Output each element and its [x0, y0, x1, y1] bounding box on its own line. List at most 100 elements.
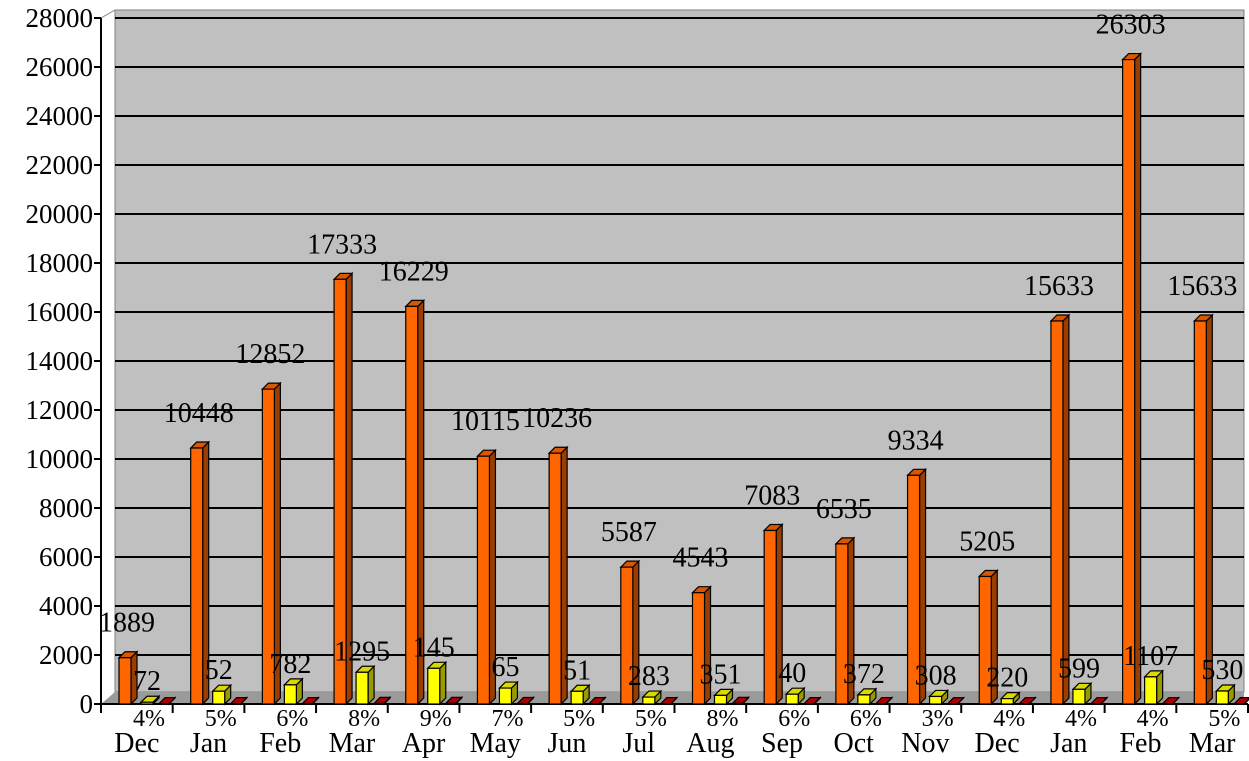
x-category-label: Jan [1050, 728, 1087, 759]
value-label-series2: 1295 [334, 636, 390, 667]
bar-series1-front [190, 447, 204, 705]
bar-series1-front [405, 305, 419, 705]
bar-series1-front [1122, 58, 1136, 705]
bar-series2 [426, 660, 448, 706]
y-tick-label: 6000 [39, 542, 93, 572]
bar-series3-front [731, 702, 744, 705]
value-label-series1: 10236 [522, 403, 592, 434]
bar-series2 [354, 664, 376, 706]
bar-series2-front [1144, 676, 1158, 705]
bars [117, 52, 1249, 706]
bar-series3 [157, 696, 177, 706]
value-label-series2: 65 [491, 652, 519, 683]
y-tick-label: 26000 [26, 52, 94, 82]
x-category-label: Feb [1119, 728, 1161, 759]
bar-series2 [1071, 681, 1093, 706]
value-label-series2: 351 [700, 659, 742, 690]
bar-series1 [547, 445, 569, 706]
bar-series2-front [1000, 698, 1014, 705]
value-label-series2: 782 [269, 649, 311, 680]
value-label-series2: 145 [413, 632, 455, 663]
bar-series3 [874, 696, 894, 706]
value-label-series2: 51 [563, 655, 591, 686]
bar-series1 [1049, 313, 1071, 706]
bar-series3 [1161, 696, 1181, 706]
bar-series2 [999, 691, 1021, 706]
value-label-series2: 283 [628, 661, 670, 692]
x-category-label: Mar [1189, 728, 1236, 759]
y-tick-label: 10000 [26, 444, 94, 474]
bar-series2 [641, 689, 663, 706]
percent-label: 5% [635, 706, 667, 732]
bar-series2 [211, 683, 233, 706]
x-category-label: Oct [834, 728, 875, 759]
bar-series3 [946, 696, 966, 706]
x-category-label: Dec [114, 728, 159, 759]
value-label-series1: 15633 [1167, 271, 1237, 302]
y-tick-label: 0 [80, 689, 94, 719]
x-category-label: Mar [329, 728, 376, 759]
value-label-series1: 10448 [164, 398, 234, 429]
percent-label: 5% [1208, 706, 1240, 732]
bar-series2-front [283, 684, 297, 705]
y-tick-label: 22000 [26, 150, 94, 180]
bar-series3 [731, 695, 750, 706]
bar-series3-front [445, 702, 457, 705]
bar-series1-front [548, 452, 562, 705]
y-tick-label: 8000 [39, 493, 93, 523]
bar-series1-front [1050, 320, 1064, 705]
bar-series2 [713, 687, 734, 706]
bar-series2-front [427, 667, 441, 705]
value-label-series1: 4543 [673, 543, 729, 574]
bar-series2 [497, 680, 519, 706]
percent-label: 4% [1137, 706, 1169, 732]
percent-label: 8% [348, 706, 380, 732]
y-tick-label: 12000 [26, 395, 94, 425]
percent-label: 8% [707, 706, 739, 732]
percent-label: 9% [420, 706, 452, 732]
value-label-series2: 599 [1058, 653, 1100, 684]
bar-series1-front [763, 529, 777, 705]
y-tick-label: 18000 [26, 248, 94, 278]
bar-series1-side [1205, 313, 1213, 706]
y-tick-label: 28000 [26, 3, 94, 33]
x-category-label: Jun [548, 728, 587, 759]
value-label-series1: 5205 [959, 526, 1015, 557]
bar-series1 [977, 569, 999, 706]
bar-series1-front [835, 543, 849, 705]
bar-series1-front [1193, 320, 1207, 705]
value-label-series1: 6535 [816, 494, 872, 525]
y-tick-label: 20000 [26, 199, 94, 229]
bar-series2-front [785, 693, 799, 705]
value-label-series2: 530 [1201, 655, 1243, 686]
value-label-series2: 1107 [1123, 641, 1178, 672]
bar-series2 [282, 677, 304, 706]
value-label-series2: 220 [986, 663, 1028, 694]
percent-label: 4% [133, 706, 165, 732]
percent-label: 5% [563, 706, 595, 732]
bar-series2-front [928, 695, 943, 705]
bar-series1 [475, 448, 497, 706]
y-tick-label: 4000 [39, 591, 93, 621]
y-tick-label: 24000 [26, 101, 94, 131]
bar-series3 [659, 696, 679, 706]
bar-series1-front [333, 278, 347, 705]
value-label-series1: 16229 [379, 256, 449, 287]
bar-series2-side [439, 660, 447, 706]
bar-series2 [784, 686, 806, 706]
bar-series2-front [355, 671, 369, 705]
bar-series2 [1143, 669, 1165, 706]
bar-series1-front [476, 455, 491, 705]
bar-series1 [404, 298, 426, 706]
bar-series3-front [516, 702, 529, 705]
bar-series2-front [713, 694, 728, 705]
x-category-label: Feb [259, 728, 301, 759]
bar-series1-front [691, 592, 706, 705]
percent-label: 6% [778, 706, 810, 732]
x-category-label: Nov [901, 728, 949, 759]
y-axis-ticks: 0 2000 4000 6000 8000 10000 12000 14000 16000 180… [26, 3, 101, 719]
bar-series1 [332, 271, 354, 706]
bar-series2-front [570, 690, 584, 705]
percent-label: 6% [850, 706, 882, 732]
value-label-series1: 15633 [1024, 271, 1094, 302]
